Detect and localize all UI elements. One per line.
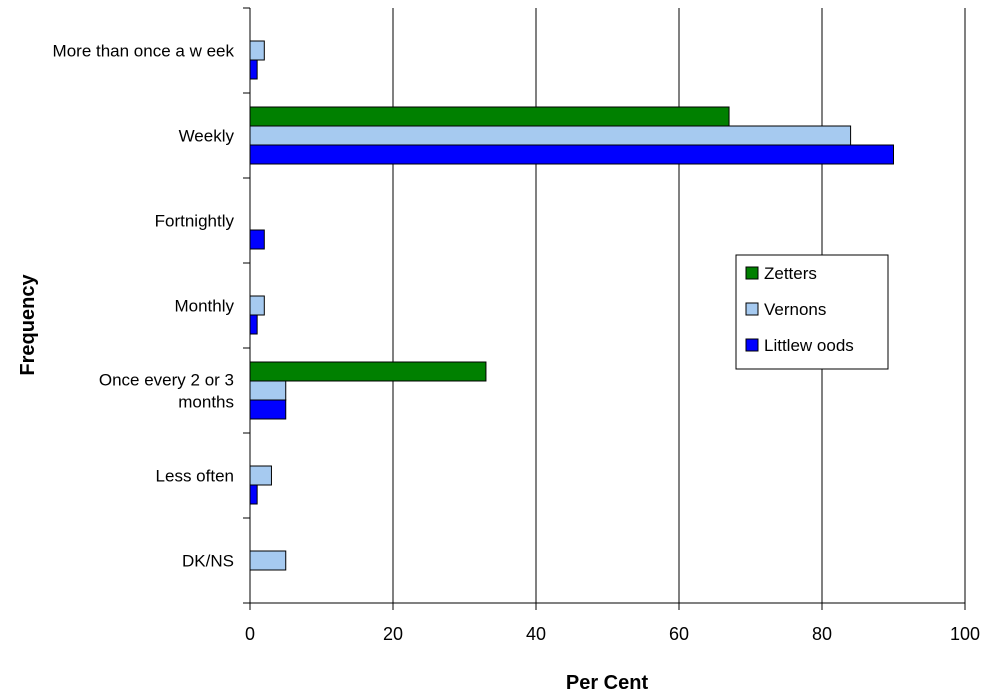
legend-label: Vernons (764, 300, 826, 319)
category-label: Weekly (179, 127, 235, 146)
bar-vernons-6 (249, 550, 287, 571)
category-label: Once every 2 or 3 (99, 371, 234, 390)
bar-littlew-oods-2 (249, 229, 265, 250)
x-tick-label: 20 (383, 624, 403, 644)
legend-swatch (745, 266, 759, 280)
x-tick-labels: 0 20 40 60 80 100 (245, 624, 980, 644)
bar-littlew-oods-4 (249, 399, 287, 420)
legend-swatch (745, 302, 759, 316)
category-labels: More than once a w eek Weekly Fortnightly M… (53, 42, 235, 571)
bar-zetters-1 (249, 106, 730, 127)
legend-label: Littlew oods (764, 336, 854, 355)
category-label: More than once a w eek (53, 42, 235, 61)
bar-vernons-0 (249, 40, 265, 61)
bar-zetters-4 (249, 361, 487, 382)
bar-vernons-3 (249, 295, 265, 316)
x-tick-label: 0 (245, 624, 255, 644)
x-axis-title: Per Cent (566, 672, 649, 693)
y-axis-title: Frequency (17, 274, 39, 376)
legend: Zetters Vernons Littlew oods (735, 254, 889, 370)
x-tick-label: 40 (526, 624, 546, 644)
bar-littlew-oods-1 (249, 144, 894, 165)
legend-label: Zetters (764, 264, 817, 283)
category-label: Fortnightly (155, 212, 235, 231)
bar-vernons-5 (249, 465, 272, 486)
legend-box (735, 254, 889, 370)
bar-vernons-1 (249, 125, 852, 146)
category-label: DK/NS (182, 552, 234, 571)
category-label: months (178, 393, 234, 412)
category-label: Less often (156, 467, 234, 486)
x-tick-label: 80 (812, 624, 832, 644)
x-tick-label: 60 (669, 624, 689, 644)
bars (249, 40, 894, 571)
bar-littlew-oods-5 (249, 484, 258, 505)
bar-vernons-4 (249, 380, 287, 401)
category-label: Monthly (174, 297, 234, 316)
legend-swatch (745, 338, 759, 352)
bar-littlew-oods-3 (249, 314, 258, 335)
axes (243, 7, 966, 610)
bar-littlew-oods-0 (249, 59, 258, 80)
x-tick-label: 100 (950, 624, 980, 644)
